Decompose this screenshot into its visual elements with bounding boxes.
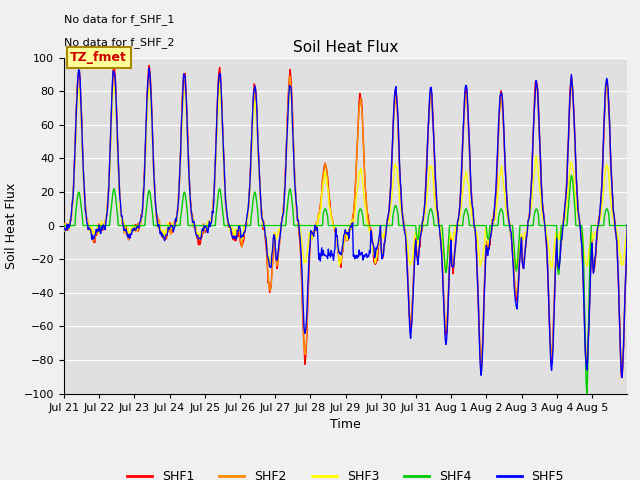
SHF4 [568,172,575,178]
Text: No data for f_SHF_2: No data for f_SHF_2 [64,37,175,48]
SHF5 [623,222,631,228]
SHF2 [436,228,444,233]
SHF5 [280,210,287,216]
SHF3 [60,228,68,234]
SHF4 [230,223,237,228]
SHF1 [230,238,238,243]
SHF2 [258,207,266,213]
SHF3 [442,265,450,271]
SHF1 [145,62,153,68]
Line: SHF1: SHF1 [64,65,627,378]
SHF5 [230,235,238,241]
SHF1 [280,202,287,208]
SHF2 [279,212,287,217]
SHF4 [258,223,266,228]
SHF5 [145,65,153,71]
SHF2 [404,285,412,290]
Title: Soil Heat Flux: Soil Heat Flux [293,40,398,55]
Line: SHF4: SHF4 [64,175,627,394]
SHF2 [60,220,68,226]
SHF1 [623,223,631,228]
SHF1 [436,231,444,237]
SHF3 [259,220,266,226]
SHF5 [436,230,444,236]
Line: SHF3: SHF3 [64,83,627,268]
SHF2 [623,226,631,231]
SHF4 [623,223,631,228]
SHF3 [404,251,412,257]
SHF4 [583,391,591,396]
SHF4 [126,223,134,228]
SHF1 [618,375,626,381]
SHF1 [60,221,68,227]
SHF3 [216,80,223,86]
SHF3 [436,228,444,234]
SHF5 [618,374,626,380]
SHF1 [259,214,266,219]
Line: SHF2: SHF2 [64,76,627,372]
SHF4 [60,223,68,228]
SHF5 [404,292,412,298]
Text: TZ_fmet: TZ_fmet [70,51,127,64]
SHF3 [280,208,287,214]
X-axis label: Time: Time [330,418,361,431]
SHF5 [126,235,134,241]
SHF4 [404,223,412,228]
Legend: SHF1, SHF2, SHF3, SHF4, SHF5: SHF1, SHF2, SHF3, SHF4, SHF5 [122,465,569,480]
Y-axis label: Soil Heat Flux: Soil Heat Flux [5,182,19,269]
SHF2 [230,234,237,240]
SHF2 [618,370,626,375]
SHF2 [126,233,134,239]
SHF5 [259,216,266,222]
SHF3 [126,229,134,235]
Text: No data for f_SHF_1: No data for f_SHF_1 [64,14,174,25]
SHF1 [126,235,134,240]
SHF3 [230,233,238,239]
SHF4 [279,223,287,228]
Line: SHF5: SHF5 [64,68,627,377]
SHF1 [404,288,412,294]
SHF4 [435,223,443,228]
SHF5 [60,224,68,230]
SHF3 [623,223,631,229]
SHF2 [286,73,294,79]
